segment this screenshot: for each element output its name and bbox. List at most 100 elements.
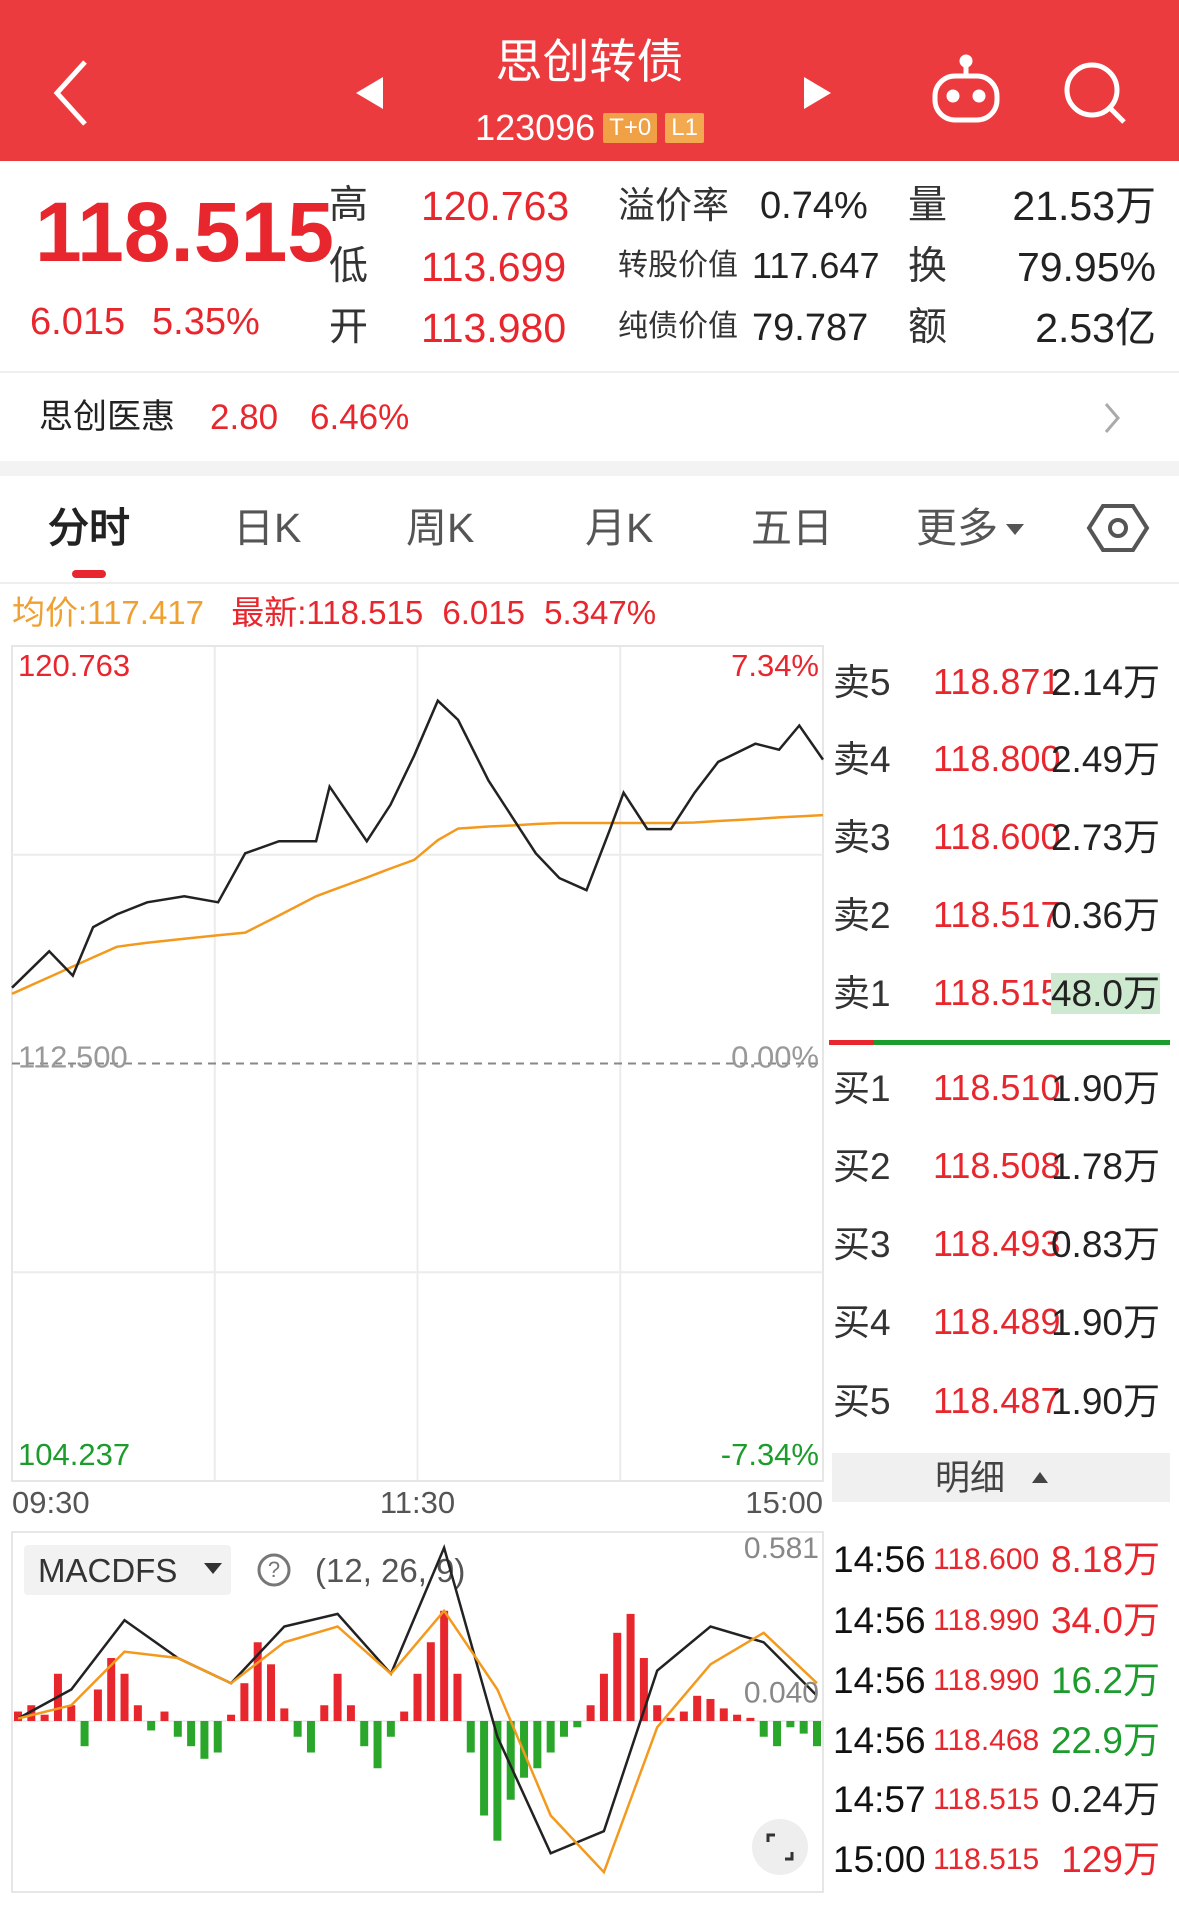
underlying-row[interactable] xyxy=(0,373,1179,461)
average-line xyxy=(11,813,824,995)
latest-value: 118.515 xyxy=(306,594,424,631)
x-tick-label: 11:30 xyxy=(380,1485,455,1520)
order-label: 卖5 xyxy=(833,662,891,703)
histogram-bar xyxy=(40,1714,49,1722)
order-volume: 1.78万 xyxy=(1050,1146,1160,1187)
order-label: 卖1 xyxy=(833,973,891,1014)
histogram-bar xyxy=(346,1705,355,1722)
histogram-bar xyxy=(613,1632,622,1722)
order-label: 买5 xyxy=(833,1381,891,1422)
stat-label: 高 xyxy=(329,184,369,227)
order-price: 118.600 xyxy=(933,816,1061,857)
indicator-params: (12, 26, 9) xyxy=(315,1552,466,1589)
next-button[interactable] xyxy=(804,77,831,109)
histogram-bar xyxy=(386,1721,395,1737)
order-price: 118.510 xyxy=(933,1067,1061,1108)
tab[interactable]: 日K xyxy=(233,505,302,551)
y-tick-label: 104.237 xyxy=(18,1437,130,1472)
summary: 均价:117.417 最新:118.515 6.015 5.347% xyxy=(12,596,656,629)
histogram-bar xyxy=(27,1705,36,1722)
y2-tick-label: 7.34% xyxy=(731,648,819,683)
y-tick-label: 0.581 xyxy=(744,1532,819,1565)
histogram-bar xyxy=(466,1721,475,1753)
latest-pct: 5.347% xyxy=(544,594,657,631)
back-button[interactable] xyxy=(53,60,87,126)
histogram-bar xyxy=(626,1613,635,1722)
prev-button[interactable] xyxy=(356,77,383,109)
y-tick-label: 0.040 xyxy=(744,1676,819,1709)
header-icons xyxy=(53,54,1126,126)
tab[interactable]: 更多 xyxy=(916,505,998,551)
trade-time: 15:00 xyxy=(833,1839,926,1880)
tab[interactable]: 五日 xyxy=(751,505,833,551)
tab[interactable]: 周K xyxy=(406,505,475,551)
trade-volume: 0.24万 xyxy=(1050,1779,1160,1820)
histogram-bar xyxy=(333,1673,342,1722)
histogram-bar xyxy=(733,1714,742,1722)
histogram-bar xyxy=(400,1711,409,1722)
stat-value: 21.53万 xyxy=(1012,183,1156,229)
order-label: 买3 xyxy=(833,1224,891,1265)
histogram-bar xyxy=(80,1721,89,1747)
histogram-bar xyxy=(653,1705,662,1722)
order-price: 118.508 xyxy=(933,1145,1061,1186)
histogram-bar xyxy=(759,1721,768,1737)
histogram-bar xyxy=(227,1714,236,1722)
histogram-bar xyxy=(799,1721,808,1734)
svg-text:?: ? xyxy=(268,1557,280,1582)
order-price: 118.515 xyxy=(933,972,1061,1013)
trade-volume: 22.9万 xyxy=(1050,1720,1160,1761)
stat-label: 开 xyxy=(329,306,369,349)
assistant-button[interactable] xyxy=(932,54,1000,123)
histogram-bar xyxy=(679,1711,688,1722)
stat-value: 113.980 xyxy=(421,305,567,351)
underlying-pct: 6.46% xyxy=(310,398,410,437)
detail-toggle[interactable] xyxy=(832,1453,1170,1502)
histogram-bar xyxy=(520,1721,529,1778)
histogram-bar xyxy=(453,1673,462,1722)
histogram-bar xyxy=(813,1721,821,1747)
trade-price: 118.515 xyxy=(933,1843,1040,1876)
x-tick-label: 09:30 xyxy=(12,1485,90,1520)
latest-change: 6.015 xyxy=(442,594,525,631)
y-tick-label: 112.500 xyxy=(18,1040,128,1075)
tab[interactable]: 月K xyxy=(585,505,654,551)
expand-button[interactable] xyxy=(752,1819,808,1875)
histogram-bar xyxy=(360,1721,369,1747)
histogram-bar xyxy=(187,1721,196,1747)
histogram-bar xyxy=(559,1721,568,1737)
order-volume: 2.49万 xyxy=(1050,739,1160,780)
histogram-bar xyxy=(173,1721,182,1737)
order-label: 卖2 xyxy=(833,895,891,936)
histogram-bar xyxy=(253,1642,262,1722)
histogram-bar xyxy=(786,1721,795,1728)
help-icon[interactable] xyxy=(257,1553,291,1587)
trade-volume: 16.2万 xyxy=(1050,1660,1160,1701)
search-button[interactable] xyxy=(1064,62,1126,124)
order-volume: 1.90万 xyxy=(1050,1302,1160,1343)
histogram-bar xyxy=(719,1708,728,1722)
badge: T+0 xyxy=(603,113,658,143)
histogram-bar xyxy=(93,1689,102,1722)
change-pct: 5.35% xyxy=(152,301,260,343)
order-price: 118.489 xyxy=(933,1301,1061,1342)
histogram-bar xyxy=(200,1721,209,1759)
histogram-bar xyxy=(586,1705,595,1722)
histogram-bar xyxy=(373,1721,382,1769)
histogram-bar xyxy=(426,1642,435,1722)
tab[interactable]: 分时 xyxy=(48,505,130,551)
histogram-bar xyxy=(413,1673,422,1722)
settings-button[interactable] xyxy=(1086,504,1150,552)
trade-price: 118.515 xyxy=(933,1783,1040,1816)
x-tick-label: 15:00 xyxy=(745,1485,823,1520)
stat-value: 0.74% xyxy=(760,185,868,227)
order-label: 卖3 xyxy=(833,817,891,858)
order-price: 118.493 xyxy=(933,1223,1061,1264)
stat-value: 113.699 xyxy=(421,244,567,290)
trade-volume: 129万 xyxy=(1061,1839,1160,1880)
histogram-bar xyxy=(240,1683,249,1722)
histogram-bar xyxy=(293,1721,302,1737)
last-price: 118.515 xyxy=(35,185,335,279)
histogram-bar xyxy=(213,1721,222,1753)
order-volume: 0.83万 xyxy=(1050,1224,1160,1265)
